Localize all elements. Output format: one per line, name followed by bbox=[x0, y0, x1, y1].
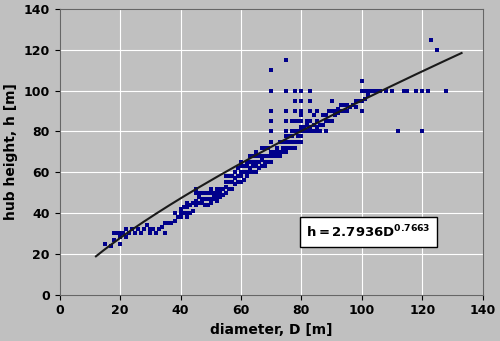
Y-axis label: hub height, h [m]: hub height, h [m] bbox=[4, 84, 18, 220]
X-axis label: diameter, D [m]: diameter, D [m] bbox=[210, 323, 332, 337]
Text: $\mathbf{h = 2.7936D^{0.7663}}$: $\mathbf{h = 2.7936D^{0.7663}}$ bbox=[306, 223, 430, 240]
